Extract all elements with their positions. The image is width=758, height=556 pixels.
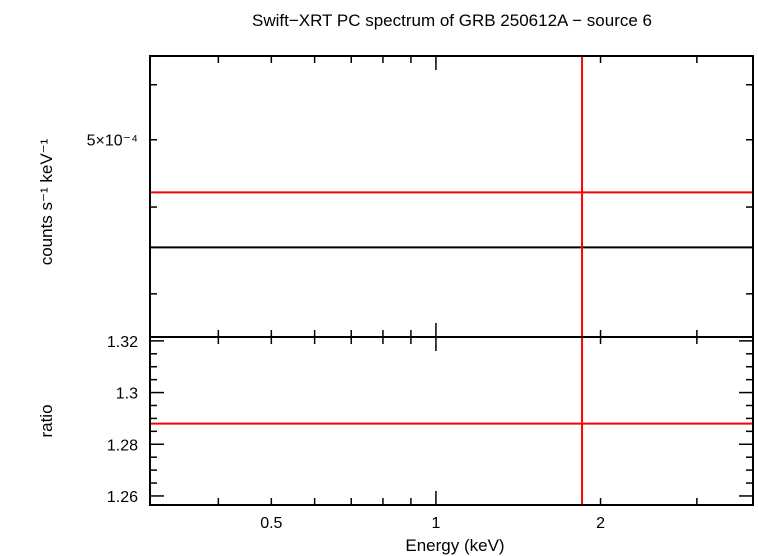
chart-title: Swift−XRT PC spectrum of GRB 250612A − s… (252, 11, 652, 30)
y-axis-label-ratio: ratio (37, 404, 56, 437)
plot-frame (149, 55, 754, 338)
y-tick-label: 1.32 (107, 334, 138, 351)
ratio-panel: 1.26 1.28 1.3 1.32 0.5 1 2 (107, 334, 754, 532)
y-axis-label-spectrum: counts s⁻¹ keV⁻¹ (37, 138, 56, 265)
spectrum-panel: 5×10⁻⁴ (87, 55, 754, 338)
plot-frame (149, 336, 754, 506)
x-tick-label: 2 (596, 515, 605, 532)
y-tick-label: 1.28 (107, 437, 138, 454)
x-tick-label: 1 (431, 515, 440, 532)
y-tick-label: 1.3 (116, 386, 138, 403)
x-tick-label: 0.5 (260, 515, 282, 532)
x-axis-label: Energy (keV) (405, 536, 504, 555)
y-tick-label: 1.26 (107, 489, 138, 506)
y-tick-label: 5×10⁻⁴ (87, 133, 138, 150)
